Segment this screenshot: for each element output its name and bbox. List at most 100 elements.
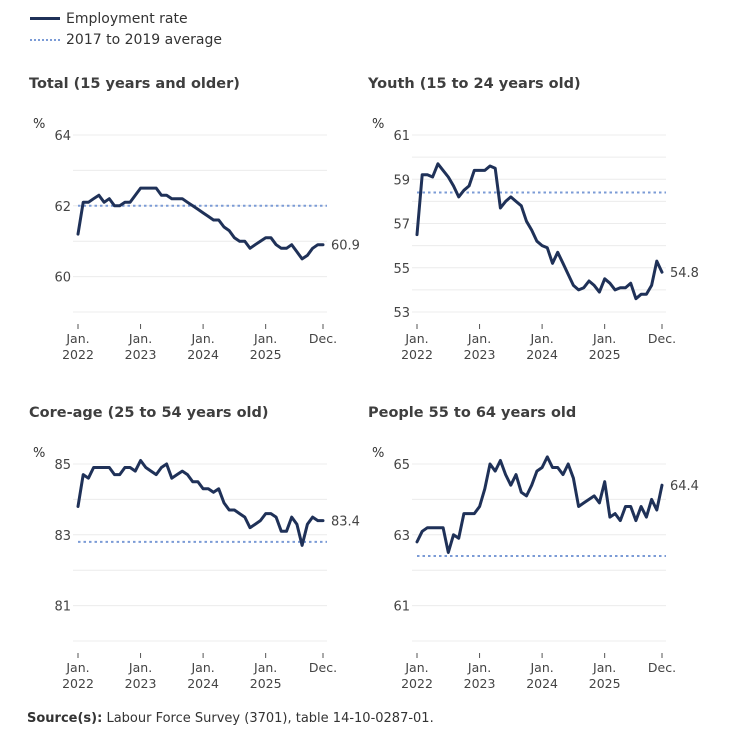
- x-tick-label: Jan.: [404, 660, 428, 675]
- data-point: [92, 197, 95, 200]
- data-point: [608, 516, 611, 519]
- y-tick-label: 83: [54, 529, 71, 544]
- legend-label: 2017 to 2019 average: [66, 31, 222, 48]
- data-point: [577, 505, 580, 508]
- data-point: [264, 236, 267, 239]
- data-point: [645, 293, 648, 296]
- data-point: [228, 229, 231, 232]
- data-point: [269, 236, 272, 239]
- data-point: [280, 247, 283, 250]
- data-point: [217, 487, 220, 490]
- data-point: [134, 194, 137, 197]
- employment-rate-line: [76, 459, 325, 547]
- data-point: [306, 523, 309, 526]
- data-point: [556, 251, 559, 254]
- data-point: [499, 459, 502, 462]
- data-point: [634, 519, 637, 522]
- y-tick-label: 62: [54, 200, 71, 215]
- x-tick-label: Dec.: [648, 660, 676, 675]
- data-point: [280, 530, 283, 533]
- data-point: [82, 201, 85, 204]
- data-point: [149, 187, 152, 190]
- data-point: [468, 512, 471, 515]
- data-point: [624, 286, 627, 289]
- data-point: [561, 262, 564, 265]
- data-point: [457, 537, 460, 540]
- data-point: [316, 519, 319, 522]
- data-point: [426, 526, 429, 529]
- data-point: [290, 516, 293, 519]
- data-point: [421, 173, 424, 176]
- data-point: [238, 512, 241, 515]
- data-point: [316, 243, 319, 246]
- source-note: Source(s): Labour Force Survey (3701), t…: [27, 711, 434, 726]
- data-point: [624, 505, 627, 508]
- data-point: [431, 526, 434, 529]
- data-point: [118, 204, 121, 207]
- x-tick-year-label: 2025: [250, 676, 282, 691]
- data-point: [541, 466, 544, 469]
- chart-panel-55-64: People 55 to 64 years old % 65 63 61 Jan. 202…: [368, 405, 718, 725]
- data-point: [103, 201, 106, 204]
- data-point: [436, 526, 439, 529]
- data-point: [243, 516, 246, 519]
- y-tick-label: 61: [393, 129, 410, 144]
- data-point: [191, 204, 194, 207]
- data-point: [515, 200, 518, 203]
- x-tick-year-label: 2025: [589, 676, 621, 691]
- data-point: [483, 487, 486, 490]
- data-point: [525, 494, 528, 497]
- x-tick-label: Jan.: [529, 660, 553, 675]
- data-point: [473, 169, 476, 172]
- data-point: [572, 477, 575, 480]
- data-point: [509, 195, 512, 198]
- data-point: [254, 523, 257, 526]
- data-point: [551, 466, 554, 469]
- legend-item-employment-rate[interactable]: Employment rate: [30, 8, 222, 29]
- data-point: [525, 220, 528, 223]
- source-text: Labour Force Survey (3701), table 14-10-…: [106, 711, 434, 726]
- data-point: [181, 470, 184, 473]
- data-point: [629, 282, 632, 285]
- data-point: [509, 484, 512, 487]
- data-point: [301, 257, 304, 260]
- data-point: [103, 466, 106, 469]
- data-point: [290, 243, 293, 246]
- data-point: [629, 505, 632, 508]
- data-point: [520, 491, 523, 494]
- chart-title: People 55 to 64 years old: [368, 405, 577, 421]
- data-point: [494, 470, 497, 473]
- chart-title: Youth (15 to 24 years old): [368, 76, 581, 92]
- y-tick-label: 60: [54, 271, 71, 286]
- data-point: [144, 466, 147, 469]
- data-point: [504, 473, 507, 476]
- data-point: [426, 173, 429, 176]
- x-tick-year-label: 2025: [250, 347, 282, 362]
- data-point: [650, 284, 653, 287]
- data-point: [87, 477, 90, 480]
- data-point: [462, 189, 465, 192]
- data-point: [139, 459, 142, 462]
- chart-panel-total: Total (15 years and older) % 64 62 60 Jan. 20…: [29, 76, 379, 396]
- x-tick-label: Jan.: [190, 660, 214, 675]
- data-point: [212, 218, 215, 221]
- legend-item-average[interactable]: 2017 to 2019 average: [30, 29, 222, 50]
- data-point: [593, 494, 596, 497]
- data-point: [515, 473, 518, 476]
- x-tick-label: Dec.: [648, 331, 676, 346]
- x-tick-year-label: 2023: [125, 347, 157, 362]
- data-point: [494, 167, 497, 170]
- data-point: [473, 512, 476, 515]
- data-point: [77, 505, 80, 508]
- data-point: [478, 505, 481, 508]
- x-tick-year-label: 2022: [401, 347, 433, 362]
- x-tick-label: Jan.: [592, 331, 616, 346]
- data-point: [97, 466, 100, 469]
- data-point: [598, 501, 601, 504]
- data-point: [582, 286, 585, 289]
- data-point: [567, 273, 570, 276]
- data-point: [442, 169, 445, 172]
- data-point: [108, 466, 111, 469]
- y-tick-label: 65: [393, 458, 410, 473]
- data-point: [259, 519, 262, 522]
